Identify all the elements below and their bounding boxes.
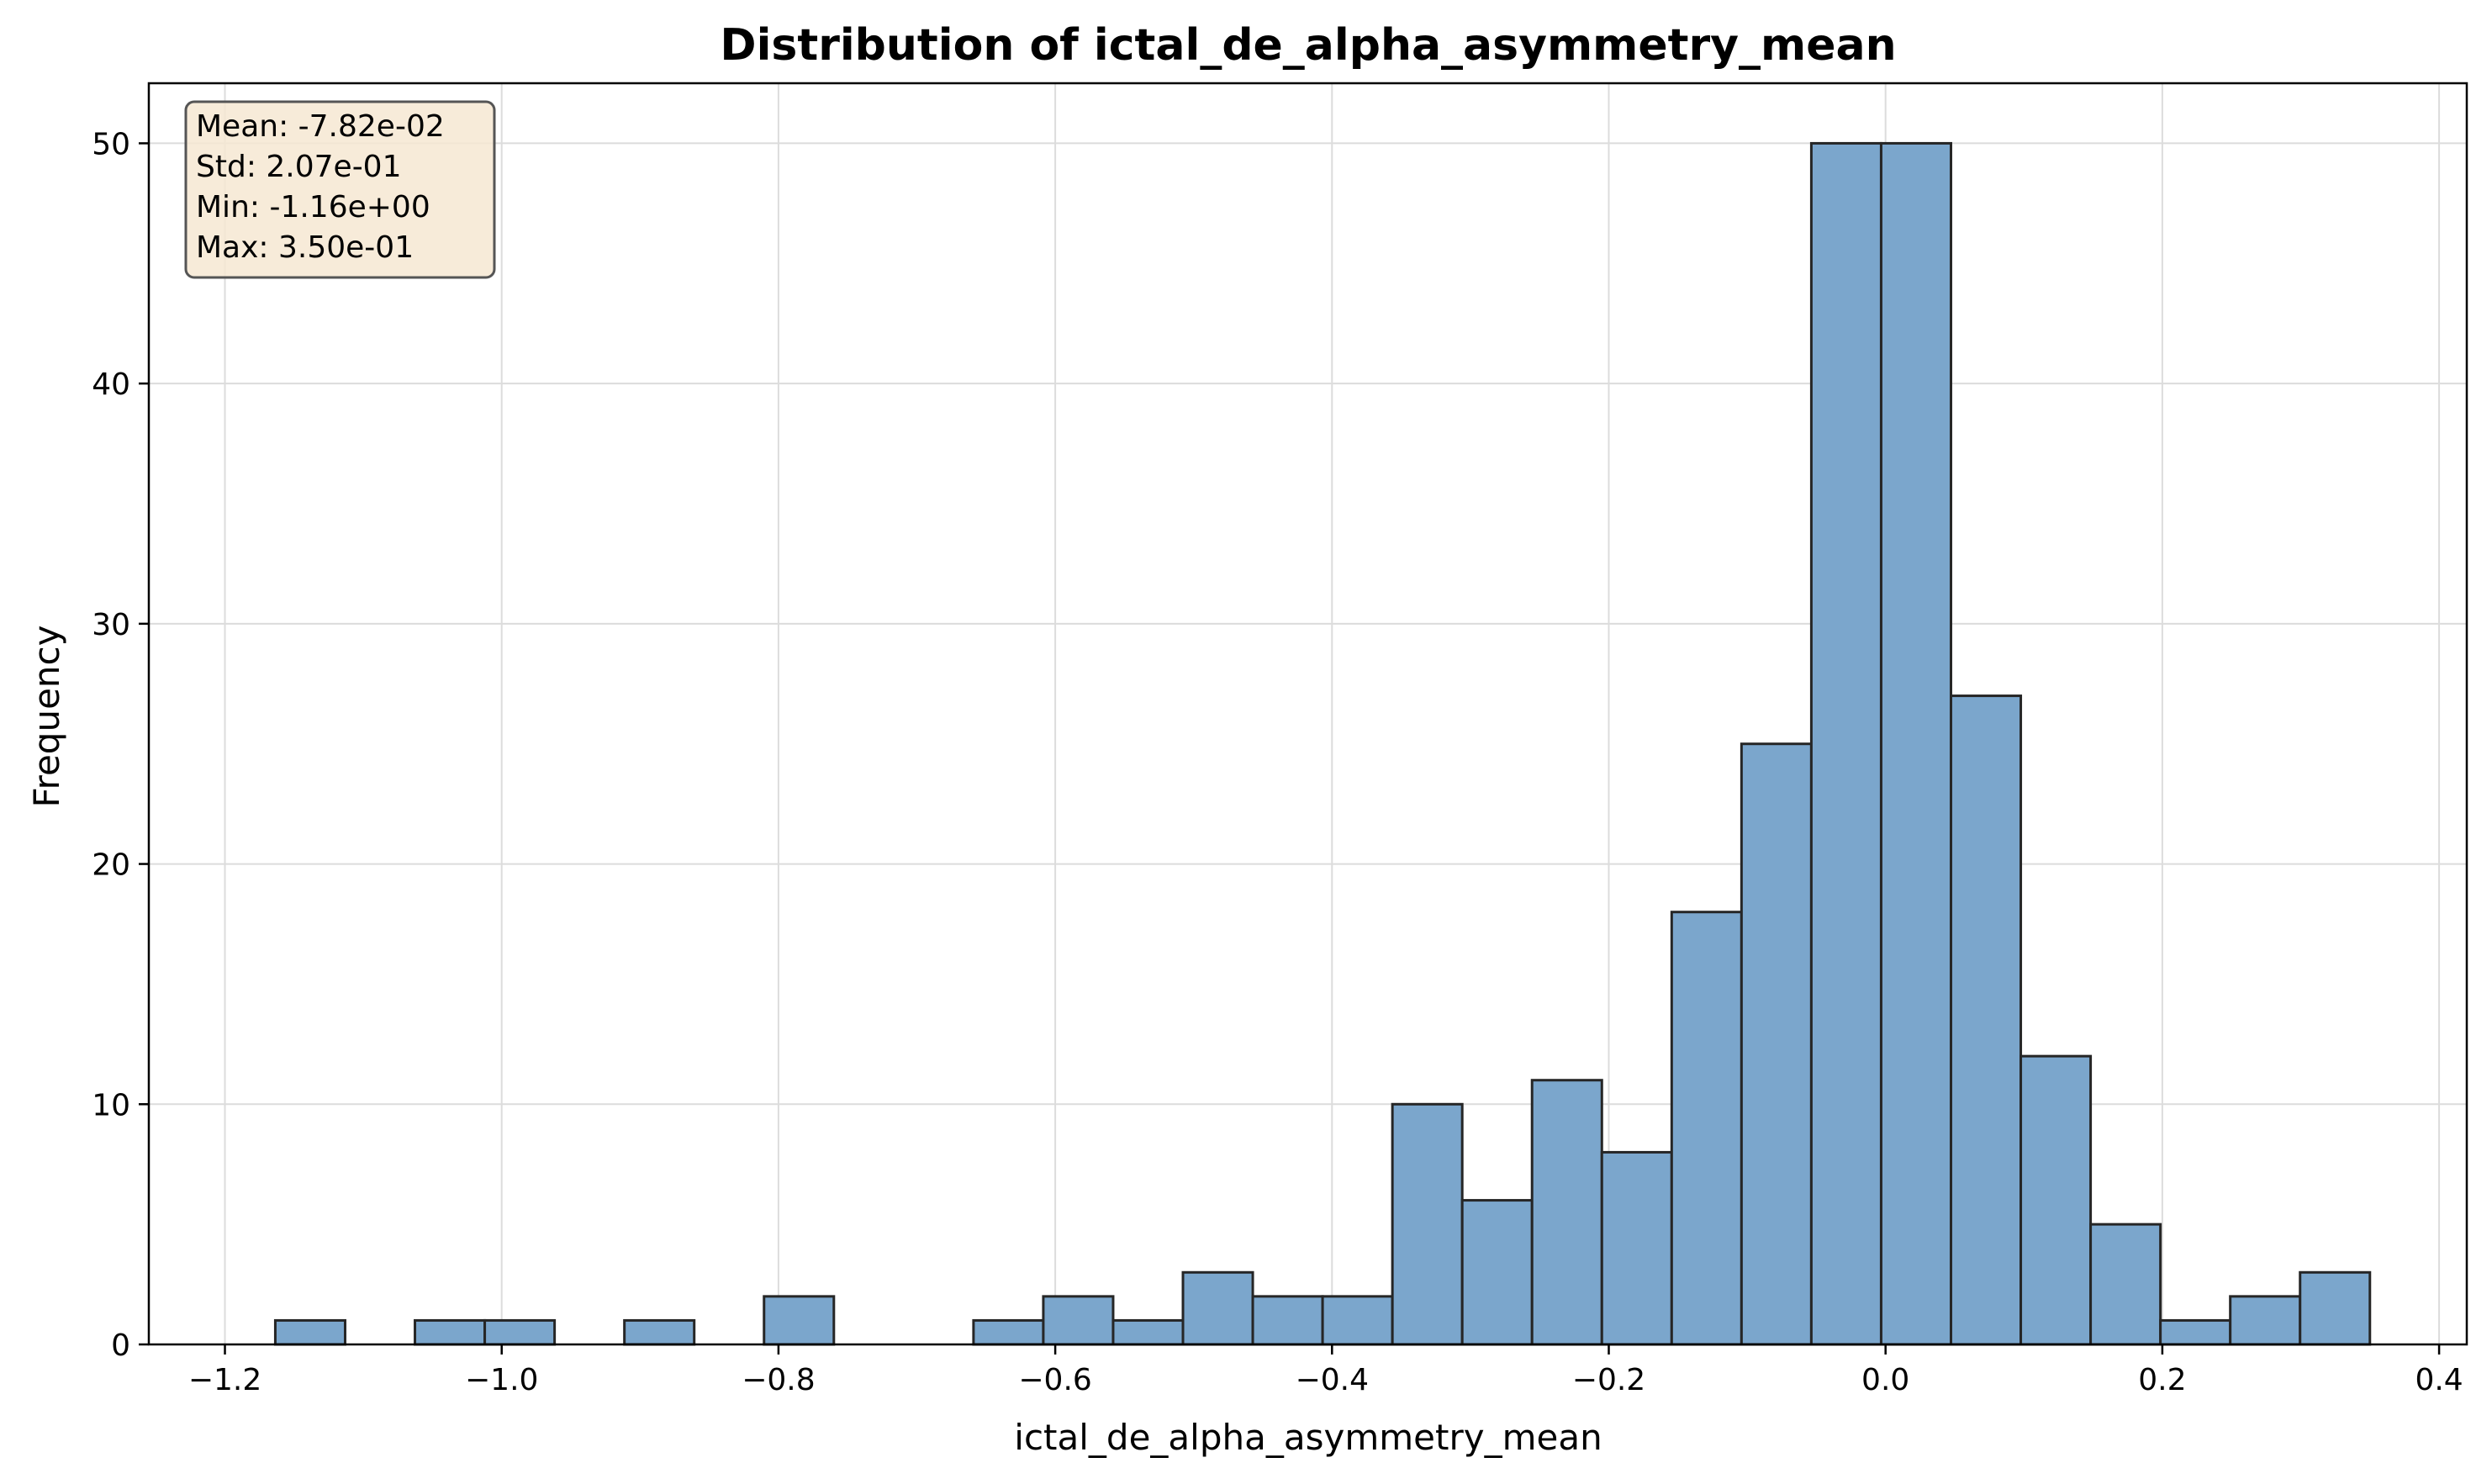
x-tick-label: −1.0 bbox=[465, 1363, 538, 1397]
plot-frame bbox=[147, 82, 2468, 1346]
x-tick-label: −1.2 bbox=[188, 1363, 261, 1397]
histogram-bars bbox=[273, 141, 2372, 1346]
y-tick-label: 30 bbox=[92, 608, 130, 642]
stats-min: Min: -1.16e+00 bbox=[196, 190, 430, 224]
x-tick-label: 0.0 bbox=[1861, 1363, 1909, 1397]
histogram-bar bbox=[1950, 694, 2023, 1346]
stats-std: Std: 2.07e-01 bbox=[196, 150, 402, 184]
x-axis-ticks: −1.2 −1.0 −0.8 −0.6 −0.4 −0.2 0.0 0.2 0.4 bbox=[188, 1344, 2463, 1397]
histogram-bar bbox=[1879, 141, 1953, 1346]
x-tick-label: −0.6 bbox=[1018, 1363, 1091, 1397]
stats-box: Mean: -7.82e-02 Std: 2.07e-01 Min: -1.16… bbox=[184, 100, 496, 279]
x-axis-label: ictal_de_alpha_asymmetry_mean bbox=[1014, 1417, 1602, 1458]
y-axis-ticks: 0 10 20 30 40 50 bbox=[92, 127, 149, 1363]
y-axis-label: Frequency bbox=[26, 626, 67, 808]
histogram-bar bbox=[1809, 141, 1882, 1346]
histogram-bar bbox=[2229, 1295, 2302, 1346]
histogram-bar bbox=[1111, 1318, 1185, 1346]
y-tick-label: 40 bbox=[92, 367, 130, 402]
y-tick-label: 20 bbox=[92, 848, 130, 883]
chart-title: Distribution of ictal_de_alpha_asymmetry… bbox=[720, 20, 1896, 71]
histogram-bar bbox=[2159, 1318, 2232, 1346]
histogram-bar bbox=[483, 1318, 557, 1346]
histogram-bar bbox=[1600, 1150, 1673, 1346]
histogram-bar bbox=[2019, 1054, 2093, 1346]
x-tick-label: 0.2 bbox=[2138, 1363, 2186, 1397]
x-tick-label: −0.4 bbox=[1296, 1363, 1369, 1397]
histogram-bar bbox=[763, 1295, 836, 1346]
stats-max: Max: 3.50e-01 bbox=[196, 230, 414, 265]
stats-box-background bbox=[184, 100, 496, 279]
histogram-bar bbox=[1530, 1079, 1603, 1346]
histogram-bar bbox=[1321, 1295, 1394, 1346]
histogram-bar bbox=[2299, 1270, 2372, 1346]
x-tick-label: 0.4 bbox=[2415, 1363, 2463, 1397]
histogram-bar bbox=[1042, 1295, 1115, 1346]
y-tick-label: 50 bbox=[92, 127, 130, 161]
histogram-bar bbox=[273, 1318, 346, 1346]
histogram-bar bbox=[1391, 1102, 1464, 1346]
histogram-bar bbox=[414, 1318, 487, 1346]
histogram-bar bbox=[1460, 1199, 1534, 1346]
y-tick-label: 0 bbox=[111, 1328, 130, 1363]
x-tick-label: −0.8 bbox=[742, 1363, 815, 1397]
stats-mean: Mean: -7.82e-02 bbox=[196, 109, 445, 144]
histogram-bar bbox=[1670, 911, 1743, 1346]
histogram-bar bbox=[623, 1318, 696, 1346]
histogram-bar bbox=[2089, 1223, 2162, 1346]
histogram-bar bbox=[1251, 1295, 1324, 1346]
histogram-bar bbox=[972, 1318, 1045, 1346]
y-tick-label: 10 bbox=[92, 1088, 130, 1122]
histogram-bar bbox=[1181, 1270, 1254, 1346]
histogram-bar bbox=[1740, 742, 1813, 1346]
x-tick-label: −0.2 bbox=[1572, 1363, 1645, 1397]
